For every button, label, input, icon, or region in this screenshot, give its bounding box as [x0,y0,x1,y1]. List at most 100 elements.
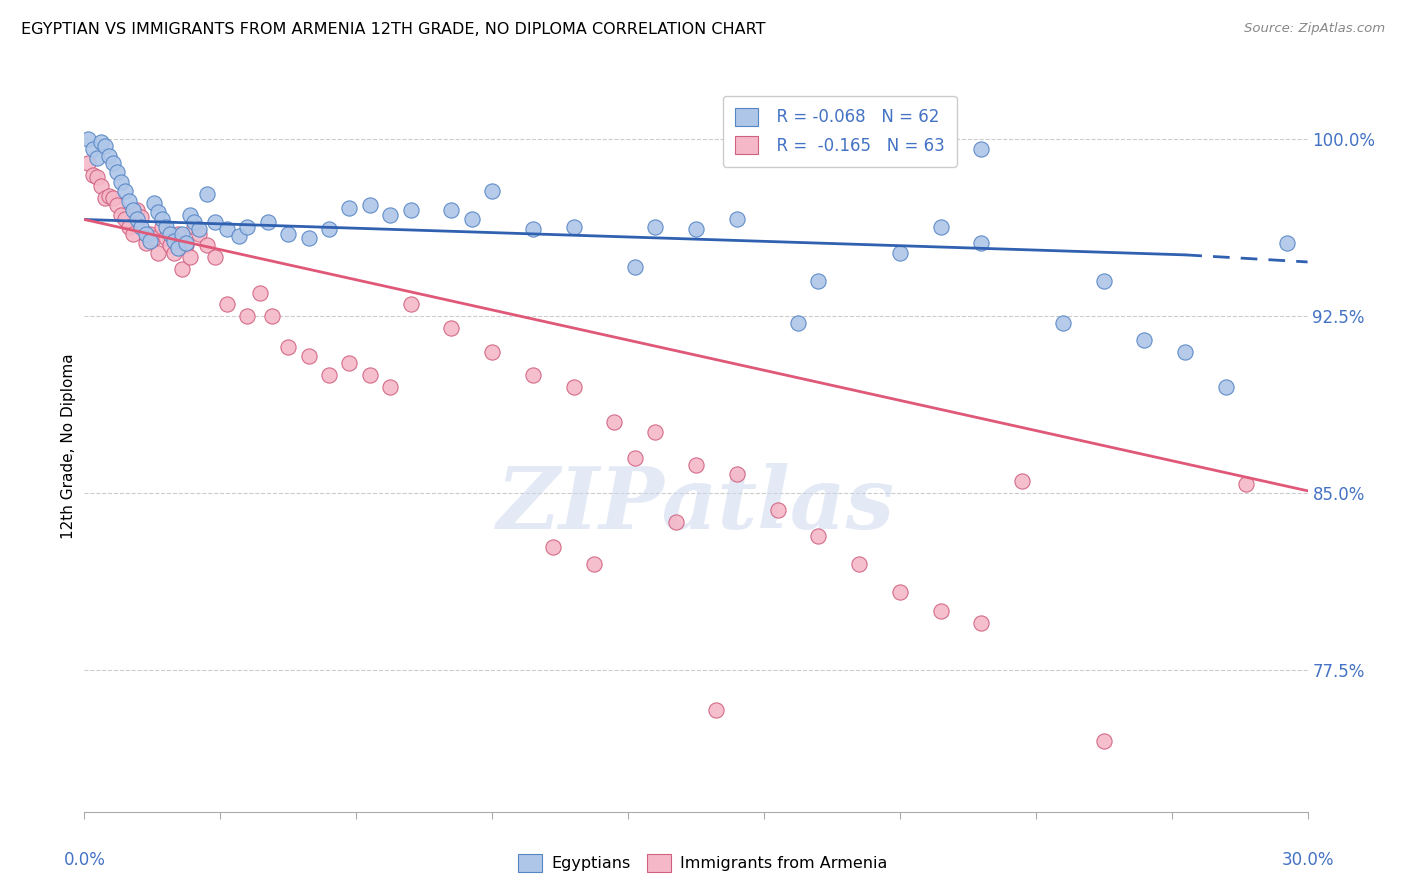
Point [195,238,218,252]
Point [150,219,173,234]
Point [1236,476,1258,491]
Point [131,219,153,234]
Point [929,604,952,618]
Point [249,285,271,300]
Point [665,515,688,529]
Text: Source: ZipAtlas.com: Source: ZipAtlas.com [1244,22,1385,36]
Point [114,184,136,198]
Point [135,236,157,251]
Point [236,310,259,324]
Point [1092,734,1115,748]
Point [298,231,321,245]
Point [146,245,169,260]
Point [257,215,280,229]
Point [90,179,112,194]
Point [135,227,157,241]
Point [97,149,120,163]
Point [583,557,606,571]
Point [970,236,993,251]
Point [179,208,201,222]
Point [725,467,748,482]
Point [82,168,104,182]
Point [127,212,149,227]
Text: 0.0%: 0.0% [63,851,105,869]
Point [217,222,239,236]
Text: 30.0%: 30.0% [1281,851,1334,869]
Point [685,222,707,236]
Point [155,231,177,245]
Point [167,227,190,241]
Point [86,169,108,184]
Point [122,227,145,241]
Point [114,212,136,227]
Point [236,219,259,234]
Point [228,229,250,244]
Point [603,416,626,430]
Legend: Egyptians, Immigrants from Armenia: Egyptians, Immigrants from Armenia [510,847,896,880]
Point [110,208,132,222]
Point [77,132,100,146]
Point [204,215,226,229]
Point [163,234,186,248]
Point [93,191,115,205]
Legend:   R = -0.068   N = 62,   R =  -0.165   N = 63: R = -0.068 N = 62, R = -0.165 N = 63 [723,96,956,167]
Point [298,349,321,363]
Point [1011,475,1033,489]
Point [146,205,169,219]
Point [150,212,173,227]
Point [97,189,120,203]
Point [685,458,707,472]
Point [105,198,128,212]
Point [101,191,124,205]
Point [179,250,201,264]
Point [522,368,544,383]
Point [105,165,128,179]
Point [644,425,666,439]
Point [359,198,381,212]
Point [131,210,153,224]
Point [172,227,194,241]
Point [101,156,124,170]
Point [359,368,381,383]
Point [562,219,585,234]
Y-axis label: 12th Grade, No Diploma: 12th Grade, No Diploma [60,353,76,539]
Point [174,236,197,251]
Point [167,241,190,255]
Text: ZIPatlas: ZIPatlas [496,463,896,546]
Point [807,529,830,543]
Point [118,219,141,234]
Point [440,321,463,335]
Point [481,344,503,359]
Point [172,262,194,277]
Point [82,142,104,156]
Point [217,297,239,311]
Point [183,215,205,229]
Point [260,310,283,324]
Point [787,316,810,330]
Point [93,139,115,153]
Point [318,222,340,236]
Text: EGYPTIAN VS IMMIGRANTS FROM ARMENIA 12TH GRADE, NO DIPLOMA CORRELATION CHART: EGYPTIAN VS IMMIGRANTS FROM ARMENIA 12TH… [21,22,766,37]
Point [380,380,402,394]
Point [624,450,647,465]
Point [142,196,165,211]
Point [1092,274,1115,288]
Point [706,703,728,717]
Point [725,212,748,227]
Point [277,340,299,354]
Point [277,227,299,241]
Point [1277,236,1299,251]
Point [159,227,181,241]
Point [183,219,205,234]
Point [90,135,112,149]
Point [138,227,160,241]
Point [1052,316,1074,330]
Point [562,380,585,394]
Point [1133,333,1156,347]
Point [163,245,186,260]
Point [970,142,993,156]
Point [174,238,197,252]
Point [318,368,340,383]
Point [929,219,952,234]
Point [122,202,145,217]
